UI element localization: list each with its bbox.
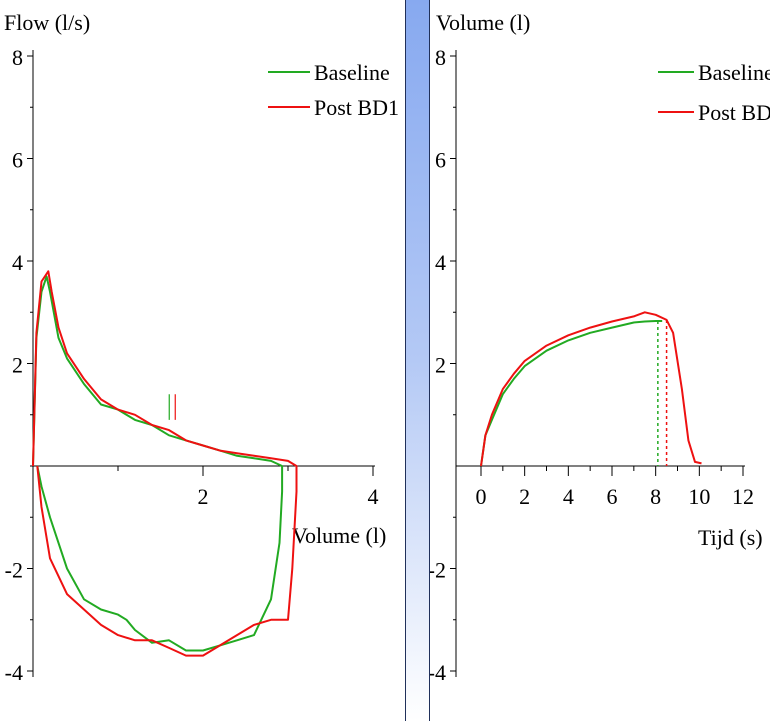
x-tick-label: 2 xyxy=(198,484,209,509)
x-tick-label: 8 xyxy=(650,484,661,509)
x-axis-label: Tijd (s) xyxy=(698,525,763,550)
y-tick-label: 2 xyxy=(435,353,446,378)
y-axis-label: Volume (l) xyxy=(436,10,530,35)
y-tick-label: 8 xyxy=(435,45,446,70)
y-axis-label: Flow (l/s) xyxy=(4,10,90,35)
x-axis-label: Volume (l) xyxy=(292,523,386,548)
y-tick-label: 4 xyxy=(12,250,23,275)
volume-time-chart: 8 6 4 2 -2 -4 0 2 4 6 8 10 12 Volume (l) Tijd (s) Basel… xyxy=(430,10,770,685)
flow-volume-panel: 8 6 4 2 -2 -4 2 4 Flow (l/s) Volume (l) Baseline Po… xyxy=(4,10,399,685)
series-line-post-bd1 xyxy=(480,311,702,467)
y-tick-label: 2 xyxy=(12,353,23,378)
series-line-post-bd1 xyxy=(32,270,298,657)
y-tick-label: -2 xyxy=(5,558,23,583)
x-tick-label: 6 xyxy=(607,484,618,509)
y-tick-label: -2 xyxy=(430,558,446,583)
x-tick-label: 0 xyxy=(476,484,487,509)
x-tick-label: 12 xyxy=(732,484,754,509)
x-tick-label: 2 xyxy=(519,484,530,509)
volume-time-panel: 8 6 4 2 -2 -4 0 2 4 6 8 10 12 Volume (l) Tijd (s) Basel… xyxy=(430,0,770,721)
y-tick-label: -4 xyxy=(5,660,23,685)
legend-label: Post BD1 xyxy=(314,95,399,120)
y-tick-label: 6 xyxy=(12,148,23,173)
flow-volume-chart: 8 6 4 2 -2 -4 2 4 Flow (l/s) Volume (l) Baseline Po… xyxy=(4,10,399,685)
series-line-baseline xyxy=(480,320,663,467)
y-tick-label: -4 xyxy=(430,660,446,685)
y-tick-label: 6 xyxy=(435,148,446,173)
x-tick-label: 4 xyxy=(563,484,574,509)
legend-label: Post BD1 xyxy=(698,100,770,125)
x-tick-label: 4 xyxy=(368,484,379,509)
y-tick-label: 4 xyxy=(435,250,446,275)
legend-label: Baseline xyxy=(314,60,390,85)
legend-label: Baseline xyxy=(698,60,770,85)
series-line-baseline xyxy=(32,275,284,652)
panel-divider[interactable] xyxy=(405,0,430,721)
y-tick-label: 8 xyxy=(12,45,23,70)
x-tick-label: 10 xyxy=(688,484,710,509)
